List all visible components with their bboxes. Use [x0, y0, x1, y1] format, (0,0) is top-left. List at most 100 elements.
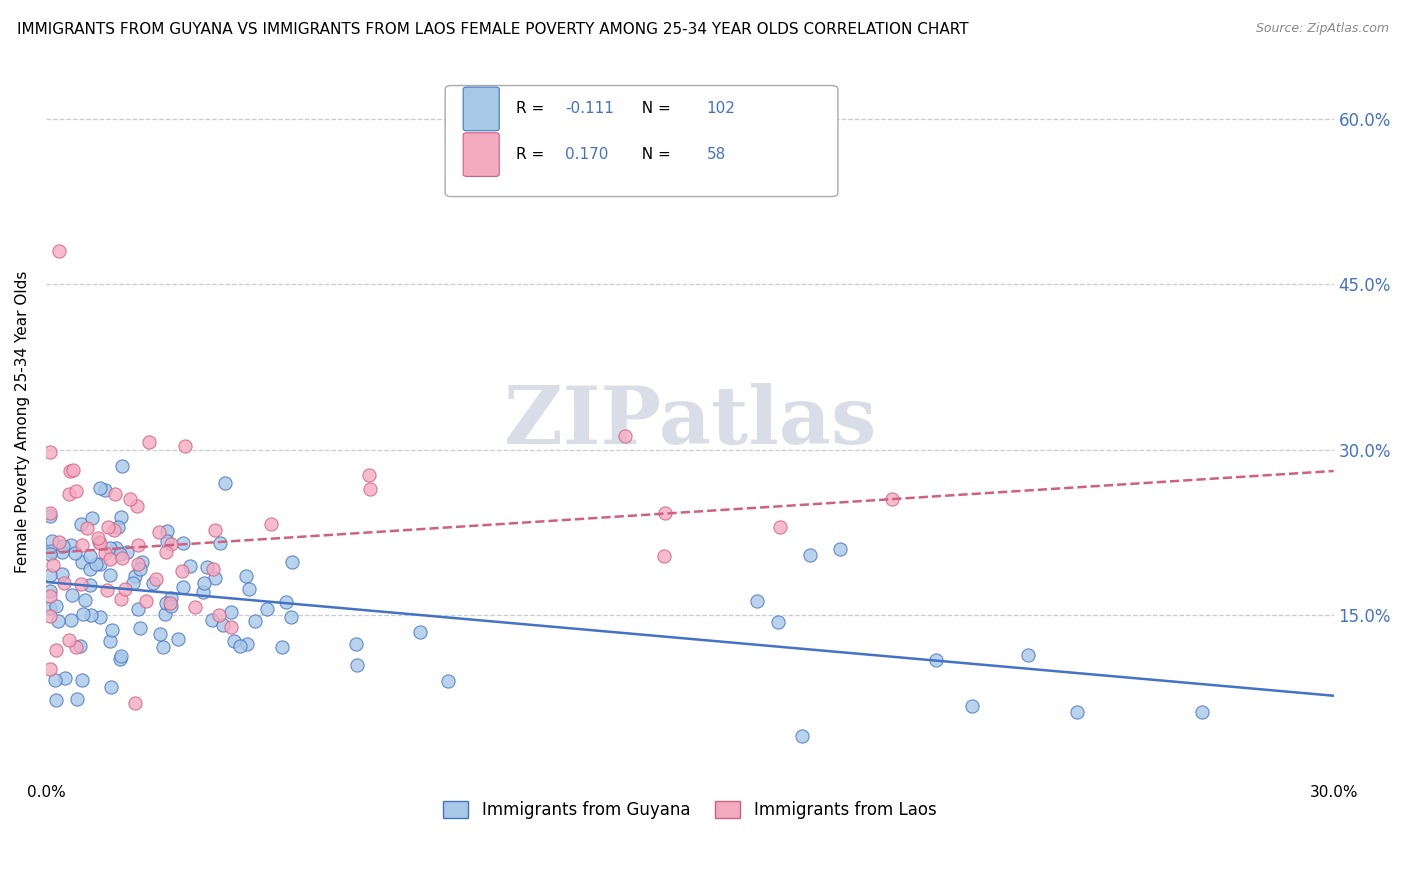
Point: [70, 556, 93, 570]
Point: [359, 482, 381, 496]
Point: [160, 591, 183, 605]
Point: [792, 729, 814, 743]
Point: [127, 538, 149, 552]
Point: [184, 599, 207, 614]
Point: [1191, 705, 1213, 719]
Point: [96, 582, 118, 597]
Point: [39, 568, 62, 582]
Point: [127, 558, 149, 572]
Point: [221, 605, 243, 619]
Point: [59, 538, 82, 552]
Point: [82, 510, 104, 524]
Point: [145, 572, 167, 586]
Point: [101, 623, 124, 637]
Point: [614, 429, 637, 443]
Point: [346, 658, 368, 673]
Point: [243, 614, 266, 628]
Point: [39, 662, 62, 676]
Point: [274, 595, 297, 609]
Point: [107, 520, 129, 534]
Point: [45, 643, 67, 657]
Point: [104, 487, 127, 501]
Point: [69, 639, 91, 653]
Point: [127, 601, 149, 615]
Point: [924, 653, 946, 667]
Point: [830, 541, 852, 556]
Point: [111, 458, 134, 473]
Point: [100, 680, 122, 694]
Point: [880, 491, 903, 506]
Point: [159, 596, 181, 610]
Point: [69, 577, 91, 591]
Point: [39, 508, 62, 523]
Point: [75, 593, 97, 607]
FancyBboxPatch shape: [446, 86, 838, 196]
Point: [108, 651, 131, 665]
Point: [100, 541, 122, 556]
Point: [654, 506, 676, 520]
Point: [745, 594, 768, 608]
Point: [271, 640, 294, 654]
Point: [51, 545, 73, 559]
Point: [45, 693, 67, 707]
Point: [214, 476, 236, 491]
Text: R =: R =: [516, 147, 550, 162]
Point: [89, 536, 111, 550]
Point: [209, 536, 232, 550]
FancyBboxPatch shape: [463, 133, 499, 177]
Point: [436, 673, 458, 688]
Point: [66, 692, 89, 706]
Point: [80, 607, 103, 622]
Point: [79, 578, 101, 592]
Text: N =: N =: [631, 102, 675, 116]
Point: [114, 582, 136, 596]
Point: [170, 564, 193, 578]
Point: [39, 600, 62, 615]
Point: [89, 610, 111, 624]
Point: [153, 607, 176, 621]
Point: [219, 620, 242, 634]
Point: [76, 521, 98, 535]
Point: [179, 558, 201, 573]
Text: ZIPatlas: ZIPatlas: [503, 384, 876, 461]
Point: [60, 588, 83, 602]
Point: [110, 592, 132, 607]
Point: [238, 582, 260, 597]
Point: [58, 633, 80, 648]
Point: [222, 634, 245, 648]
Point: [960, 698, 983, 713]
Point: [93, 546, 115, 560]
Point: [208, 607, 231, 622]
Point: [173, 439, 195, 453]
Point: [191, 585, 214, 599]
Text: 58: 58: [707, 147, 725, 162]
Point: [39, 506, 62, 520]
Point: [65, 640, 87, 655]
Point: [110, 649, 132, 664]
Point: [121, 576, 143, 591]
Point: [148, 525, 170, 540]
Point: [235, 569, 257, 583]
Point: [149, 627, 172, 641]
Point: [98, 634, 121, 648]
Point: [172, 580, 194, 594]
Text: R =: R =: [516, 102, 550, 116]
Text: 0.170: 0.170: [565, 147, 609, 162]
Point: [156, 534, 179, 549]
Point: [204, 571, 226, 585]
Point: [48, 244, 70, 259]
Point: [59, 613, 82, 627]
Point: [129, 562, 152, 576]
Y-axis label: Female Poverty Among 25-34 Year Olds: Female Poverty Among 25-34 Year Olds: [15, 271, 30, 574]
Point: [89, 535, 111, 549]
FancyBboxPatch shape: [463, 87, 499, 131]
Point: [48, 535, 70, 549]
Point: [62, 463, 84, 477]
Point: [79, 561, 101, 575]
Point: [167, 632, 190, 646]
Point: [39, 544, 62, 558]
Point: [103, 523, 125, 537]
Point: [58, 486, 80, 500]
Point: [70, 517, 93, 532]
Point: [39, 608, 62, 623]
